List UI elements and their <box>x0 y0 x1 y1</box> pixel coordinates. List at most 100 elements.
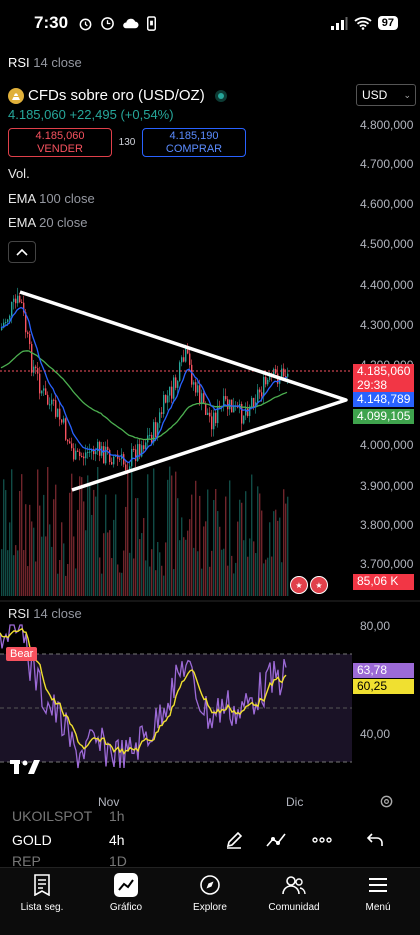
candle-body <box>277 373 279 384</box>
us-event-flag-icon[interactable]: ★ <box>310 576 328 594</box>
candle-body <box>191 364 193 385</box>
nav-item-watchlist[interactable]: Lista seg. <box>0 868 84 935</box>
candle-body <box>283 368 285 377</box>
symbol-title: CFDs sobre oro (USD/OZ) <box>28 87 205 104</box>
candle-body <box>151 434 153 443</box>
volume-bar <box>223 548 225 596</box>
candle-body <box>223 396 225 407</box>
menu-icon <box>366 873 390 897</box>
pencil-icon[interactable] <box>222 828 246 852</box>
price-change: +22,495 <box>69 107 117 122</box>
candle-body <box>265 376 267 385</box>
nav-item-menu[interactable]: Menú <box>336 868 420 935</box>
more-options-icon[interactable] <box>310 828 334 852</box>
volume-bar <box>67 564 69 596</box>
buy-button[interactable]: 4.185,190 COMPRAR <box>142 128 246 157</box>
volume-bar <box>17 550 19 596</box>
volume-bar <box>209 566 211 596</box>
nav-item-explore[interactable]: Explore <box>168 868 252 935</box>
currency-select[interactable]: USD ⌄ <box>356 84 416 106</box>
volume-bar <box>195 480 197 596</box>
nav-item-community[interactable]: Comunidad <box>252 868 336 935</box>
chevron-down-icon: ⌄ <box>403 89 411 100</box>
price-axis-label: 4.400,000 <box>360 278 414 292</box>
volume-bar <box>111 558 113 596</box>
status-right: 97 <box>330 16 398 30</box>
candle-body <box>99 441 101 456</box>
volume-bar <box>211 550 213 596</box>
countdown-tag: 29:38 <box>353 378 414 393</box>
volume-bar <box>47 467 49 596</box>
candle-body <box>169 386 171 396</box>
symbol-header[interactable]: CFDs sobre oro (USD/OZ) <box>8 87 227 104</box>
volume-bar <box>161 565 163 596</box>
volume-bar <box>141 533 143 596</box>
candle-body <box>273 368 275 376</box>
volume-bar <box>217 511 219 596</box>
volume-indicator-label[interactable]: Vol. <box>8 166 30 181</box>
volume-bar <box>65 575 67 596</box>
nav-item-chart[interactable]: Gráfico <box>84 868 168 935</box>
watchlist-row[interactable]: REP 1D <box>12 853 127 867</box>
watchlist-row[interactable]: GOLD 4h <box>12 832 125 848</box>
top-rsi-label[interactable]: RSI 14 close <box>8 55 82 70</box>
trend-line-icon[interactable] <box>264 828 288 852</box>
volume-bar <box>179 540 181 596</box>
sell-button[interactable]: 4.185,060 VENDER <box>8 128 112 157</box>
candle-body <box>97 441 99 452</box>
price-axis-label: 4.600,000 <box>360 197 414 211</box>
candle-body <box>229 399 231 410</box>
cloud-icon <box>123 18 139 28</box>
candle-body <box>177 381 179 388</box>
volume-bar <box>239 499 241 596</box>
candle-body <box>95 451 97 455</box>
nav-label: Explore <box>193 902 227 913</box>
ema20-indicator-label[interactable]: EMA 20 close <box>8 215 88 230</box>
rsi-panel-label[interactable]: RSI 14 close <box>8 606 82 621</box>
rsi-axis-label: 80,00 <box>360 619 391 633</box>
candle-body <box>23 302 25 313</box>
us-event-flag-icon[interactable]: ★ <box>290 576 308 594</box>
volume-bar <box>63 543 65 596</box>
rsi-params: 14 close <box>33 606 82 621</box>
candle-body <box>19 295 21 303</box>
collapse-legend-button[interactable] <box>8 241 36 263</box>
candle-body <box>15 298 17 304</box>
sell-price: 4.185,060 <box>35 130 85 142</box>
watchlist-row[interactable]: UKOILSPOT 1h <box>12 808 125 824</box>
volume-bar <box>227 565 229 596</box>
undo-icon[interactable] <box>363 828 387 852</box>
nav-label: Gráfico <box>109 902 143 913</box>
candle-body <box>41 390 43 394</box>
candle-body <box>239 403 241 408</box>
volume-bar <box>169 466 171 596</box>
triangle-drawing <box>19 290 348 492</box>
trade-buttons: 4.185,060 VENDER 130 4.185,190 COMPRAR <box>8 128 246 157</box>
chart-settings-icon[interactable] <box>379 794 394 809</box>
volume-bar <box>219 526 221 596</box>
candle-body <box>53 399 55 401</box>
volume-bar <box>235 562 237 596</box>
volume-bar <box>19 490 21 596</box>
candle-body <box>153 422 155 443</box>
volume-bar <box>199 495 201 596</box>
clock-icon <box>101 16 114 30</box>
candle-body <box>205 403 207 415</box>
candle-body <box>65 418 67 440</box>
volume-bar <box>145 560 147 596</box>
ema100-indicator-label[interactable]: EMA 100 close <box>8 191 95 206</box>
ema100-line <box>0 350 288 441</box>
candle-body <box>195 382 197 393</box>
volume-bar <box>9 522 11 596</box>
ema20-line <box>0 306 288 464</box>
volume-bar <box>87 475 89 596</box>
candle-body <box>113 456 115 465</box>
candle-body <box>251 397 253 407</box>
volume-bar <box>197 551 199 596</box>
rsi-value-tag: 63,78 <box>353 663 414 678</box>
candle-body <box>119 458 121 460</box>
volume-bar <box>29 504 31 596</box>
candle-body <box>89 451 91 453</box>
candle-body <box>43 388 45 391</box>
volume-bar <box>135 498 137 596</box>
